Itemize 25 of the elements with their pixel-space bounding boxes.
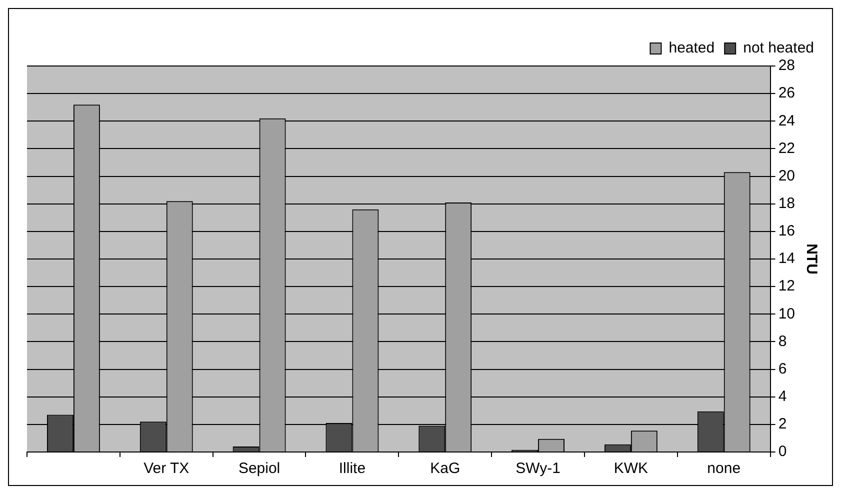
- legend-label: not heated: [743, 40, 814, 57]
- y-axis-title: NTU: [802, 244, 820, 274]
- y-tick-label: 2: [778, 416, 787, 433]
- y-tick-label: 12: [778, 278, 796, 295]
- x-tick-label: KWK: [614, 460, 648, 478]
- x-tick-label: Illite: [338, 460, 366, 478]
- x-tick-label: Sepiol: [238, 460, 280, 478]
- y-tick-label: 6: [778, 360, 787, 378]
- x-tick-label: none: [707, 460, 741, 478]
- y-tick-label: 18: [778, 195, 796, 212]
- y-tick-label: 26: [778, 84, 796, 102]
- y-tick-label: 16: [778, 222, 796, 240]
- y-tick-label: 24: [778, 112, 796, 130]
- y-tick-label: 14: [778, 250, 796, 268]
- y-tick-label: 20: [778, 167, 796, 184]
- y-tick-label: 4: [778, 388, 787, 405]
- y-tick-label: 28: [778, 57, 796, 74]
- y-tick-label: 10: [778, 305, 796, 322]
- y-tick-label: 0: [778, 443, 787, 460]
- x-tick-label: SWy-1: [516, 460, 560, 478]
- x-tick-label: KaG: [430, 460, 460, 478]
- legend-label: heated: [668, 40, 715, 57]
- y-tick-label: 8: [778, 332, 787, 350]
- y-tick-label: 22: [778, 140, 796, 157]
- x-tick-label: Ver TX: [144, 460, 190, 478]
